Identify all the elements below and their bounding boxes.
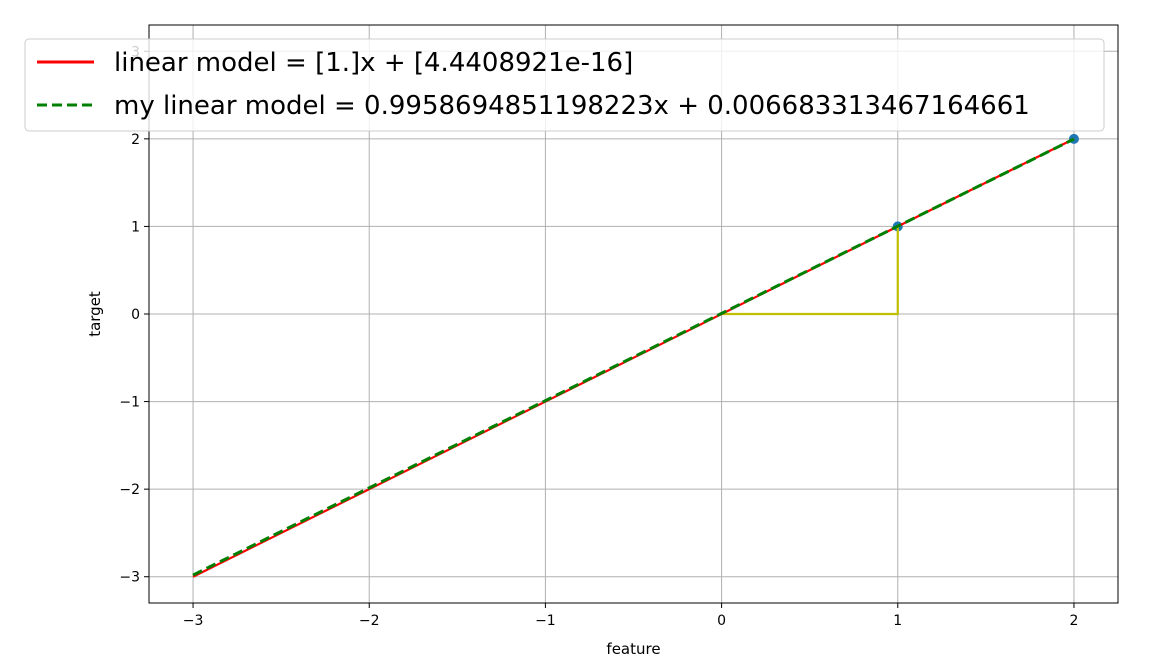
x-tick-label: −1	[535, 613, 556, 629]
y-tick-label: 2	[131, 132, 140, 148]
y-tick-label: 1	[131, 219, 140, 235]
y-tick-label: −1	[119, 395, 140, 411]
legend: linear model = [1.]x + [4.4408921e-16] my…	[24, 38, 1105, 132]
legend-label: linear model = [1.]x + [4.4408921e-16]	[114, 48, 633, 78]
x-tick-label: 2	[1069, 613, 1078, 629]
x-tick-label: −3	[183, 613, 204, 629]
x-tick-label: 1	[893, 613, 902, 629]
y-tick-label: −2	[119, 482, 140, 498]
legend-box	[24, 38, 1105, 132]
slope-triangle-line	[721, 226, 899, 316]
series-layer	[192, 133, 1079, 578]
my-linear-model-line	[192, 137, 1075, 577]
x-axis-label: feature	[606, 640, 660, 658]
linear-model-line	[192, 137, 1075, 578]
y-tick-label: 0	[131, 307, 140, 323]
x-tick-label: 0	[717, 613, 726, 629]
y-axis-label: target	[86, 291, 104, 337]
y-tick-label: −3	[119, 570, 140, 586]
legend-label: my linear model = 0.9958694851198223x + …	[114, 91, 1030, 121]
x-tick-label: −2	[359, 613, 380, 629]
